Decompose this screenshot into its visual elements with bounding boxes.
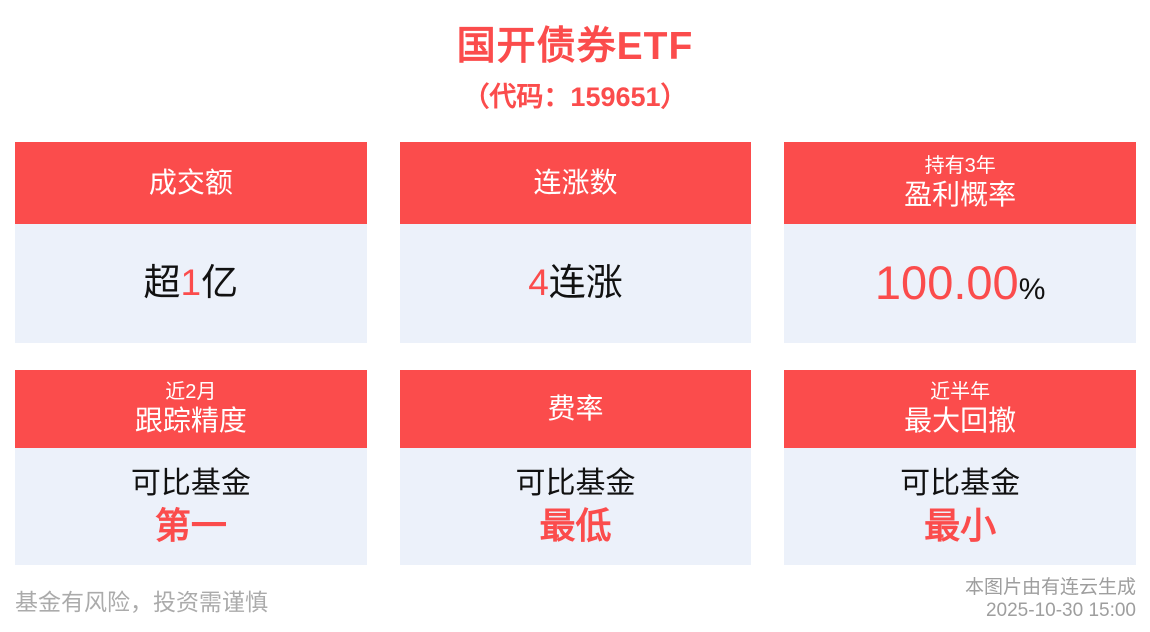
credit-source: 本图片由有连云生成 [964,577,1136,599]
card-header-title: 连涨数 [533,167,618,199]
value-highlight-line2: 第一 [154,505,227,547]
value-highlight-line2: 最小 [924,505,997,547]
value-text: 可比基金 [515,467,636,501]
card-header: 成交额 [15,141,367,224]
value-text: % [1018,273,1046,307]
generation-credit: 本图片由有连云生成 2025-10-30 15:00 [965,577,1136,622]
value-text: 超 [143,262,181,304]
fund-code-subtitle: （代码：159651） [462,81,688,112]
card-body: 100.00% [784,223,1136,343]
value-highlight: 1 [180,262,202,304]
page-title: 国开债券ETF [456,25,694,68]
card-body: 可比基金 最低 [399,447,752,565]
card-header-title: 成交额 [148,167,233,199]
metric-grid: 成交额 超1亿 连涨数 4连涨 持有3年 盈利概率 100.00% [15,141,1136,565]
metric-value: 可比基金 [131,466,251,502]
risk-disclaimer: 基金有风险，投资需谨慎 [15,589,268,615]
metric-card-turnover: 成交额 超1亿 [15,141,367,343]
value-text: 可比基金 [130,467,251,501]
card-header: 持有3年 盈利概率 [784,141,1136,224]
card-header: 连涨数 [399,141,752,224]
card-header-title: 最大回撤 [904,405,1017,437]
metric-value: 4连涨 [528,261,623,305]
card-header-title: 费率 [547,393,604,425]
metric-value: 超1亿 [144,261,239,305]
card-header: 近2月 跟踪精度 [15,369,367,448]
card-header: 近半年 最大回撤 [784,369,1136,448]
metric-value: 可比基金 [900,466,1020,502]
metric-value: 可比基金 [515,466,635,502]
card-header-qualifier: 近2月 [165,381,217,404]
card-body: 4连涨 [399,223,752,343]
card-body: 可比基金 第一 [15,447,367,565]
metric-card-max-drawdown: 近半年 最大回撤 可比基金 最小 [784,369,1136,565]
metric-card-profit-probability: 持有3年 盈利概率 100.00% [784,141,1136,343]
card-body: 超1亿 [15,223,367,343]
value-highlight: 100.00 [874,256,1019,310]
value-highlight: 4 [528,262,549,304]
metric-card-fee-rate: 费率 可比基金 最低 [399,369,752,565]
value-highlight-line2: 最低 [539,505,612,547]
poster-footer: 基金有风险，投资需谨慎 本图片由有连云生成 2025-10-30 15:00 [15,577,1136,622]
card-header-qualifier: 持有3年 [924,155,996,178]
card-header-title: 盈利概率 [904,179,1017,211]
value-text: 可比基金 [900,467,1021,501]
poster-header: 国开债券ETF （代码：159651） [0,0,1150,113]
card-header: 费率 [399,369,752,448]
value-text: 连涨 [548,262,623,304]
credit-timestamp: 2025-10-30 15:00 [985,599,1136,621]
metric-card-tracking-precision: 近2月 跟踪精度 可比基金 第一 [15,369,367,565]
value-text: 亿 [201,262,239,304]
metric-value: 100.00% [875,255,1045,311]
card-header-title: 跟踪精度 [134,405,247,437]
card-body: 可比基金 最小 [784,447,1136,565]
metric-card-consecutive-gains: 连涨数 4连涨 [399,141,752,343]
card-header-qualifier: 近半年 [930,381,991,404]
